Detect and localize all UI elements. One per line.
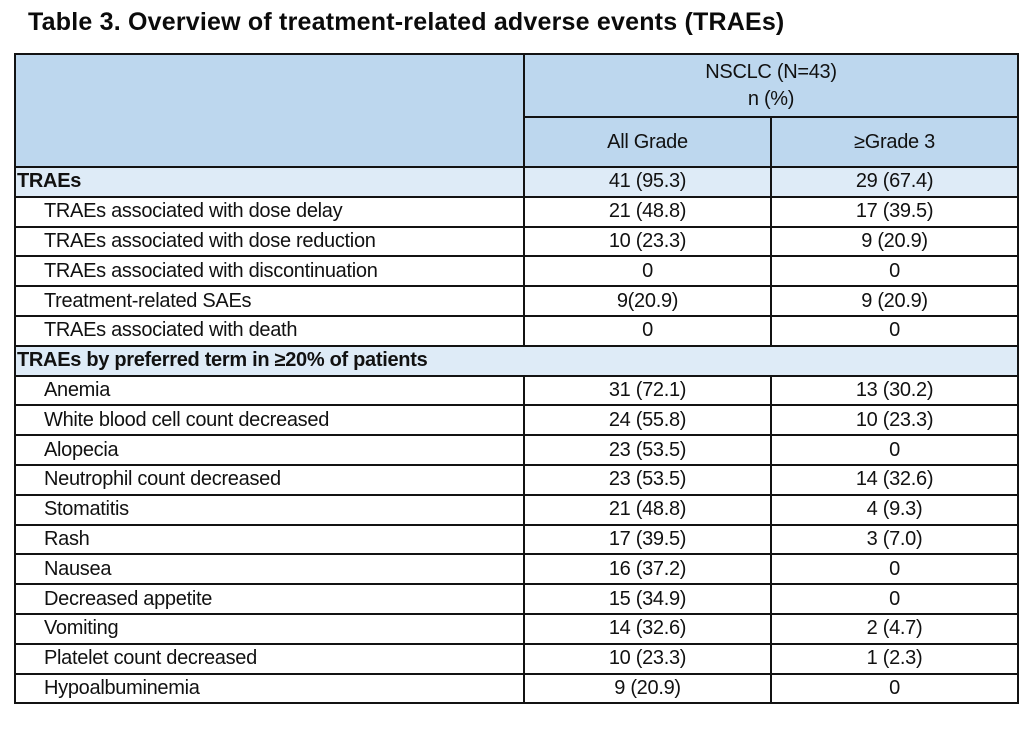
grade3-value-cell: 3 (7.0) <box>769 523 1020 556</box>
row-label-cell: Treatment-related SAEs <box>14 285 525 317</box>
all-grade-value-cell: 21 (48.8) <box>523 195 772 228</box>
grade3-value-cell: 1 (2.3) <box>769 642 1020 675</box>
table-row: Decreased appetite 15 (34.9) 0 <box>14 583 1020 615</box>
row-label-cell: TRAEs associated with dose reduction <box>14 225 525 258</box>
all-grade-value-cell: 0 <box>523 255 772 288</box>
table-row: Nausea 16 (37.2) 0 <box>14 553 1020 586</box>
grade3-value-cell: 9 (20.9) <box>769 225 1020 258</box>
all-grade-value-cell: 21 (48.8) <box>523 493 772 526</box>
grade3-value-cell: 2 (4.7) <box>769 612 1020 645</box>
row-label-cell: TRAEs associated with discontinuation <box>14 255 525 288</box>
table-row: Stomatitis 21 (48.8) 4 (9.3) <box>14 493 1020 526</box>
row-label-cell: Anemia <box>14 374 525 407</box>
table-row: TRAEs associated with dose delay 21 (48.8… <box>14 195 1020 228</box>
row-label-cell: Rash <box>14 523 525 556</box>
all-grade-value-cell: 9(20.9) <box>523 285 772 317</box>
all-grade-value-cell: 14 (32.6) <box>523 612 772 645</box>
table-row: Anemia 31 (72.1) 13 (30.2) <box>14 374 1020 407</box>
table-row: TRAEs associated with dose reduction 10 (… <box>14 225 1020 258</box>
all-grade-value-cell: 23 (53.5) <box>523 463 772 496</box>
all-grade-value-cell: 10 (23.3) <box>523 225 772 258</box>
group-header-line1: NSCLC (N=43) <box>705 60 837 83</box>
section-row: TRAEs by preferred term in ≥20% of patie… <box>13 344 1020 377</box>
table-row: Rash 17 (39.5) 3 (7.0) <box>14 523 1020 556</box>
grade3-value-cell: 17 (39.5) <box>769 195 1020 228</box>
table-row: TRAEs associated with discontinuation 0 0 <box>14 255 1020 288</box>
table-row: Hypoalbuminemia 9 (20.9) 0 <box>14 672 1020 705</box>
page-title: Table 3. Overview of treatment-related a… <box>28 8 785 36</box>
row-label-cell: Stomatitis <box>14 493 525 526</box>
row-label-cell: Platelet count decreased <box>14 642 525 675</box>
all-grade-value-cell: 0 <box>523 314 772 347</box>
all-grade-value-cell: 16 (37.2) <box>523 553 772 586</box>
table-row: TRAEs 41 (95.3) 29 (67.4) <box>14 166 1020 198</box>
all-grade-value-cell: 24 (55.8) <box>523 404 772 437</box>
table-body: TRAEs 41 (95.3) 29 (67.4) TRAEs associated … <box>13 166 1020 705</box>
grade3-value-cell: 4 (9.3) <box>769 493 1020 526</box>
table-row: TRAEs associated with death 0 0 <box>14 314 1020 347</box>
group-header-row: NSCLC (N=43) n (%) <box>14 53 1020 168</box>
grade3-value-cell: 14 (32.6) <box>769 463 1020 496</box>
grade3-value-cell: 0 <box>769 255 1020 288</box>
grade3-value-cell: 0 <box>769 553 1020 586</box>
column-header-row: All Grade ≥Grade 3 <box>15 116 1020 168</box>
all-grade-value-cell: 41 (95.3) <box>523 166 772 198</box>
row-label-cell: Alopecia <box>14 434 525 466</box>
table-row: Neutrophil count decreased 23 (53.5) 14 (3… <box>14 463 1020 496</box>
section-label: TRAEs by preferred term in ≥20% of patie… <box>13 344 1020 377</box>
row-label-cell: Vomiting <box>14 612 525 645</box>
grade3-value-cell: 0 <box>769 434 1020 466</box>
group-header-cell: NSCLC (N=43) n (%) <box>522 53 1020 118</box>
all-grade-value-cell: 23 (53.5) <box>523 434 772 466</box>
table-row: Platelet count decreased 10 (23.3) 1 (2.3) <box>14 642 1020 675</box>
corner-cell <box>14 53 525 168</box>
grade3-value-cell: 10 (23.3) <box>769 404 1020 437</box>
column-header-grade3: ≥Grade 3 <box>769 116 1020 168</box>
row-label-cell: TRAEs associated with dose delay <box>14 195 525 228</box>
grade3-value-cell: 13 (30.2) <box>769 374 1020 407</box>
grade3-value-cell: 29 (67.4) <box>769 166 1020 198</box>
row-label-cell: Neutrophil count decreased <box>14 463 525 496</box>
row-label-cell: White blood cell count decreased <box>14 404 525 437</box>
adverse-events-table: NSCLC (N=43) n (%) All Grade ≥Grade 3 TR… <box>13 53 1020 705</box>
grade3-value-cell: 0 <box>769 583 1020 615</box>
table-row: Vomiting 14 (32.6) 2 (4.7) <box>14 612 1020 645</box>
all-grade-value-cell: 17 (39.5) <box>523 523 772 556</box>
grade3-value-cell: 9 (20.9) <box>769 285 1020 317</box>
all-grade-value-cell: 31 (72.1) <box>523 374 772 407</box>
all-grade-value-cell: 15 (34.9) <box>523 583 772 615</box>
column-header-all-grade: All Grade <box>523 116 772 168</box>
grade3-value-cell: 0 <box>769 672 1020 705</box>
grade3-value-cell: 0 <box>769 314 1020 347</box>
table-header: NSCLC (N=43) n (%) All Grade ≥Grade 3 <box>14 53 1020 168</box>
all-grade-value-cell: 10 (23.3) <box>523 642 772 675</box>
row-label-cell: Hypoalbuminemia <box>14 672 525 705</box>
group-header-line2: n (%) <box>747 87 795 110</box>
row-label-cell: TRAEs associated with death <box>14 314 525 347</box>
table-row: Treatment-related SAEs 9(20.9) 9 (20.9) <box>14 285 1020 317</box>
row-label-cell: TRAEs <box>14 166 525 198</box>
table-row: Alopecia 23 (53.5) 0 <box>14 434 1020 466</box>
row-label-cell: Nausea <box>14 553 525 586</box>
all-grade-value-cell: 9 (20.9) <box>523 672 772 705</box>
row-label-cell: Decreased appetite <box>14 583 525 615</box>
table-row: White blood cell count decreased 24 (55.8… <box>14 404 1020 437</box>
